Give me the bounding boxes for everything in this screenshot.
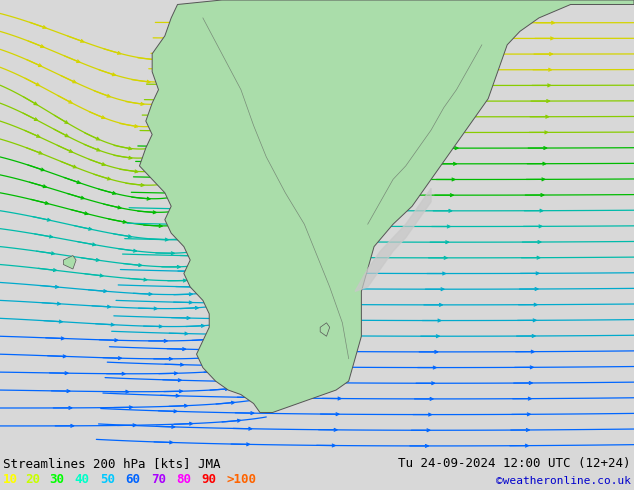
- Polygon shape: [320, 323, 330, 336]
- Text: Streamlines 200 hPa [kts] JMA: Streamlines 200 hPa [kts] JMA: [3, 457, 221, 470]
- Polygon shape: [355, 188, 431, 292]
- Text: 50: 50: [100, 473, 115, 486]
- Text: 40: 40: [75, 473, 90, 486]
- Text: 80: 80: [176, 473, 191, 486]
- Text: 30: 30: [49, 473, 65, 486]
- Text: 60: 60: [126, 473, 141, 486]
- Text: 20: 20: [25, 473, 41, 486]
- Polygon shape: [139, 0, 634, 413]
- Text: 70: 70: [151, 473, 166, 486]
- Polygon shape: [63, 256, 76, 269]
- Text: ©weatheronline.co.uk: ©weatheronline.co.uk: [496, 476, 631, 486]
- Text: 10: 10: [3, 473, 18, 486]
- Text: >100: >100: [227, 473, 257, 486]
- Text: 90: 90: [202, 473, 217, 486]
- Text: Tu 24-09-2024 12:00 UTC (12+24): Tu 24-09-2024 12:00 UTC (12+24): [398, 457, 631, 470]
